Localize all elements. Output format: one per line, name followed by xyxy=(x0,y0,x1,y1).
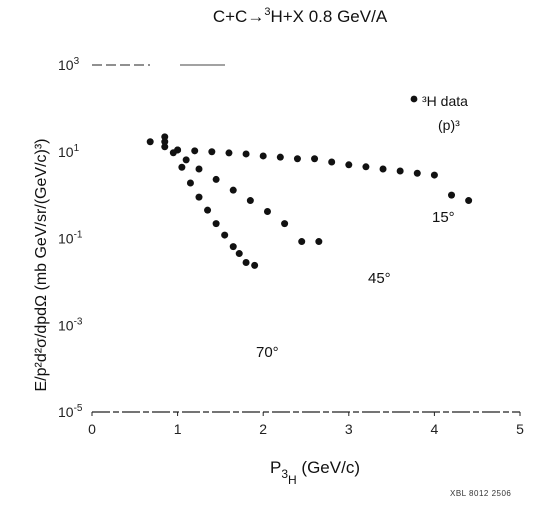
point-45deg xyxy=(212,175,220,183)
point-70deg xyxy=(229,243,237,251)
point-45deg xyxy=(182,156,190,164)
point-15deg xyxy=(345,161,353,169)
point-15deg xyxy=(448,191,456,199)
point-70deg xyxy=(221,231,229,239)
point-45deg xyxy=(281,220,289,228)
point-70deg xyxy=(204,206,212,214)
point-45deg xyxy=(263,207,271,215)
point-45deg xyxy=(246,197,254,205)
point-15deg xyxy=(276,153,284,161)
x-tick-label: 1 xyxy=(174,421,182,437)
point-15deg xyxy=(293,155,301,163)
x-tick-label: 0 xyxy=(88,421,96,437)
point-70deg xyxy=(186,179,194,187)
point-15deg xyxy=(396,167,404,175)
point-15deg xyxy=(259,152,267,160)
point-70deg xyxy=(169,149,177,157)
x-tick-labels: 0 1 2 3 4 5 xyxy=(88,412,524,437)
series-label-45: 45° xyxy=(368,270,391,287)
point-15deg xyxy=(225,149,233,157)
y-tick-labels: 103 101 10-1 10-3 10-5 xyxy=(58,56,83,420)
chart-title: C+C→3H+X 0.8 GeV/A xyxy=(213,6,388,26)
point-15deg xyxy=(379,165,387,173)
point-15deg xyxy=(465,197,473,205)
point-45deg xyxy=(161,138,169,146)
point-15deg xyxy=(208,148,216,156)
point-70deg xyxy=(195,193,203,201)
point-15deg xyxy=(328,158,336,166)
x-tick-label: 5 xyxy=(516,421,524,437)
y-axis-label: E/p²d²σ/dpdΩ (mb GeV/sr/(GeV/c)³) xyxy=(33,139,50,392)
y-tick-label: 103 xyxy=(58,56,80,73)
point-15deg xyxy=(413,169,421,177)
series-label-15: 15° xyxy=(432,209,455,226)
point-70deg xyxy=(161,133,169,141)
axes xyxy=(92,64,520,413)
y-tick-label: 101 xyxy=(58,143,80,160)
point-15deg xyxy=(362,163,370,171)
point-70deg xyxy=(235,250,243,258)
x-tick-label: 2 xyxy=(259,421,267,437)
point-15deg xyxy=(191,147,199,155)
point-70deg xyxy=(178,163,186,171)
figure-code: XBL 8012 2506 xyxy=(450,489,511,498)
point-15deg xyxy=(146,138,154,146)
x-tick-label: 4 xyxy=(431,421,439,437)
point-45deg xyxy=(315,238,323,246)
series-label-70: 70° xyxy=(256,344,279,361)
y-tick-label: 10-5 xyxy=(58,403,83,420)
point-15deg xyxy=(311,155,319,163)
point-15deg xyxy=(430,171,438,179)
x-tick-label: 3 xyxy=(345,421,353,437)
point-15deg xyxy=(161,143,169,151)
legend-sublabel: (p)³ xyxy=(438,117,460,133)
legend: ³H data (p)³ xyxy=(410,93,468,133)
y-tick-label: 10-3 xyxy=(58,316,83,333)
point-70deg xyxy=(212,220,220,228)
x-axis-label: P3H (GeV/c) xyxy=(270,458,360,487)
legend-marker xyxy=(410,95,418,103)
y-tick-label: 10-1 xyxy=(58,230,83,247)
point-45deg xyxy=(298,238,306,246)
point-45deg xyxy=(195,165,203,173)
legend-label: ³H data xyxy=(422,93,468,109)
point-15deg xyxy=(242,150,250,158)
point-70deg xyxy=(251,261,259,269)
point-70deg xyxy=(242,258,250,266)
point-45deg xyxy=(229,186,237,194)
data-points xyxy=(146,133,473,269)
